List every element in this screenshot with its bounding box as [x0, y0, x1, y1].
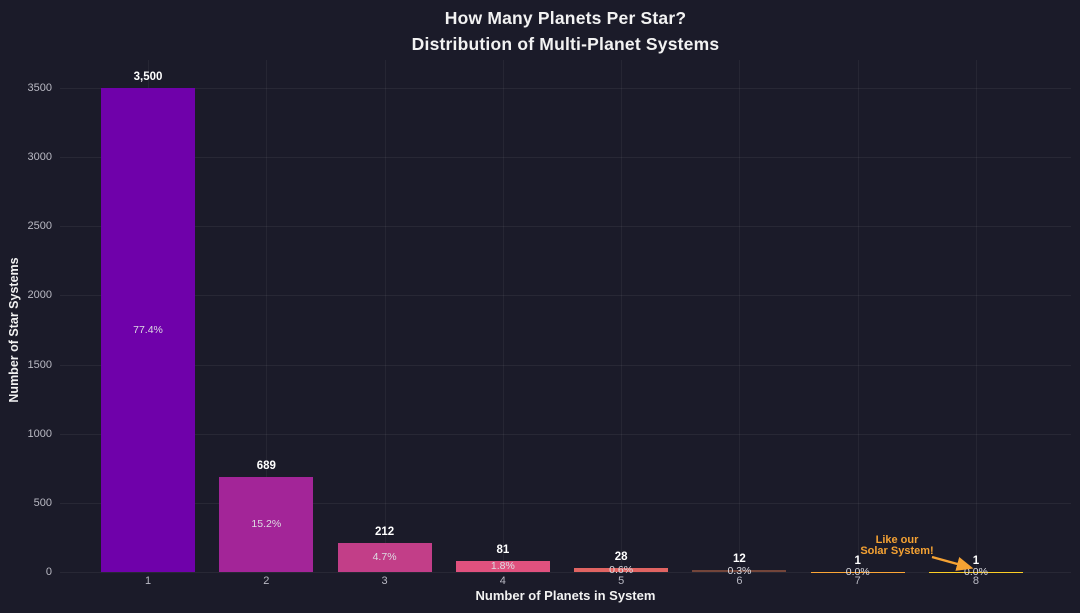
x-tick-label: 8: [972, 575, 980, 587]
annotation-line1: Like our: [875, 534, 919, 546]
y-tick-label: 0: [45, 566, 52, 578]
x-tick-label: 6: [736, 575, 743, 587]
solar-system-annotation: Like our Solar System!: [860, 535, 933, 556]
y-tick-label: 1500: [27, 358, 52, 371]
x-tick-label: 5: [618, 575, 625, 587]
bar-value-label: 1: [972, 554, 980, 567]
x-tick-label: 3: [381, 575, 388, 587]
bar-value-label: 12: [733, 553, 746, 566]
y-axis-title: Number of Star Systems: [7, 257, 21, 403]
y-gridline: [60, 572, 1071, 573]
y-gridline: [60, 295, 1071, 297]
x-tick-label: 7: [854, 575, 861, 587]
y-gridline: [60, 88, 1071, 89]
bar-value-label: 3,500: [133, 71, 163, 83]
y-gridline: [60, 364, 1071, 366]
x-gridline: [502, 60, 504, 572]
x-gridline: [621, 60, 623, 572]
y-gridline: [60, 157, 1071, 159]
x-gridline: [739, 60, 741, 572]
bar-percent-label: 0.6%: [609, 564, 634, 577]
bar-value-label: 689: [256, 459, 276, 472]
bar-percent-label: 0.0%: [845, 565, 870, 578]
bar-percent-label: 0.3%: [727, 565, 752, 578]
chart-title: How Many Planets Per Star? Distribution …: [60, 5, 1071, 57]
bar-value-label: 28: [614, 551, 628, 564]
annotation-arrow-icon: [931, 555, 974, 571]
x-gridline: [266, 60, 268, 572]
x-axis-title: Number of Planets in System: [475, 588, 656, 603]
bar-planets-3: [337, 542, 432, 572]
bar-planets-6: [692, 570, 787, 572]
bar-planets-5: [574, 568, 669, 572]
x-gridline: [857, 60, 859, 572]
y-tick-label: 500: [33, 496, 52, 509]
y-tick-label: 1000: [27, 427, 52, 440]
chart-title-line1: How Many Planets Per Star?: [444, 8, 687, 28]
y-gridline: [60, 502, 1071, 504]
y-tick-label: 2500: [27, 220, 52, 233]
x-tick-label: 4: [499, 575, 506, 587]
bar-percent-label: 15.2%: [251, 518, 282, 531]
annotation-line2: Solar System!: [860, 544, 934, 557]
chart-title-line2: Distribution of Multi-Planet Systems: [411, 34, 720, 54]
bar-percent-label: 4.7%: [372, 551, 397, 564]
x-gridline: [975, 60, 977, 572]
y-gridline: [60, 226, 1071, 228]
y-tick-label: 2000: [27, 289, 52, 302]
x-tick-label: 1: [144, 575, 152, 587]
bar-planets-4: [455, 560, 550, 572]
bar-planets-1: [101, 88, 195, 572]
y-tick-label: 3000: [27, 151, 52, 164]
x-gridline: [384, 60, 386, 572]
bar-value-label: 81: [496, 543, 510, 556]
bar-percent-label: 77.4%: [133, 324, 163, 336]
x-tick-label: 2: [263, 575, 270, 587]
bar-value-label: 1: [854, 554, 861, 567]
bar-planets-2: [219, 476, 314, 572]
y-gridline: [60, 433, 1071, 435]
y-tick-label: 3500: [27, 82, 52, 94]
bar-percent-label: 1.8%: [490, 560, 515, 573]
bar-value-label: 212: [374, 525, 395, 538]
